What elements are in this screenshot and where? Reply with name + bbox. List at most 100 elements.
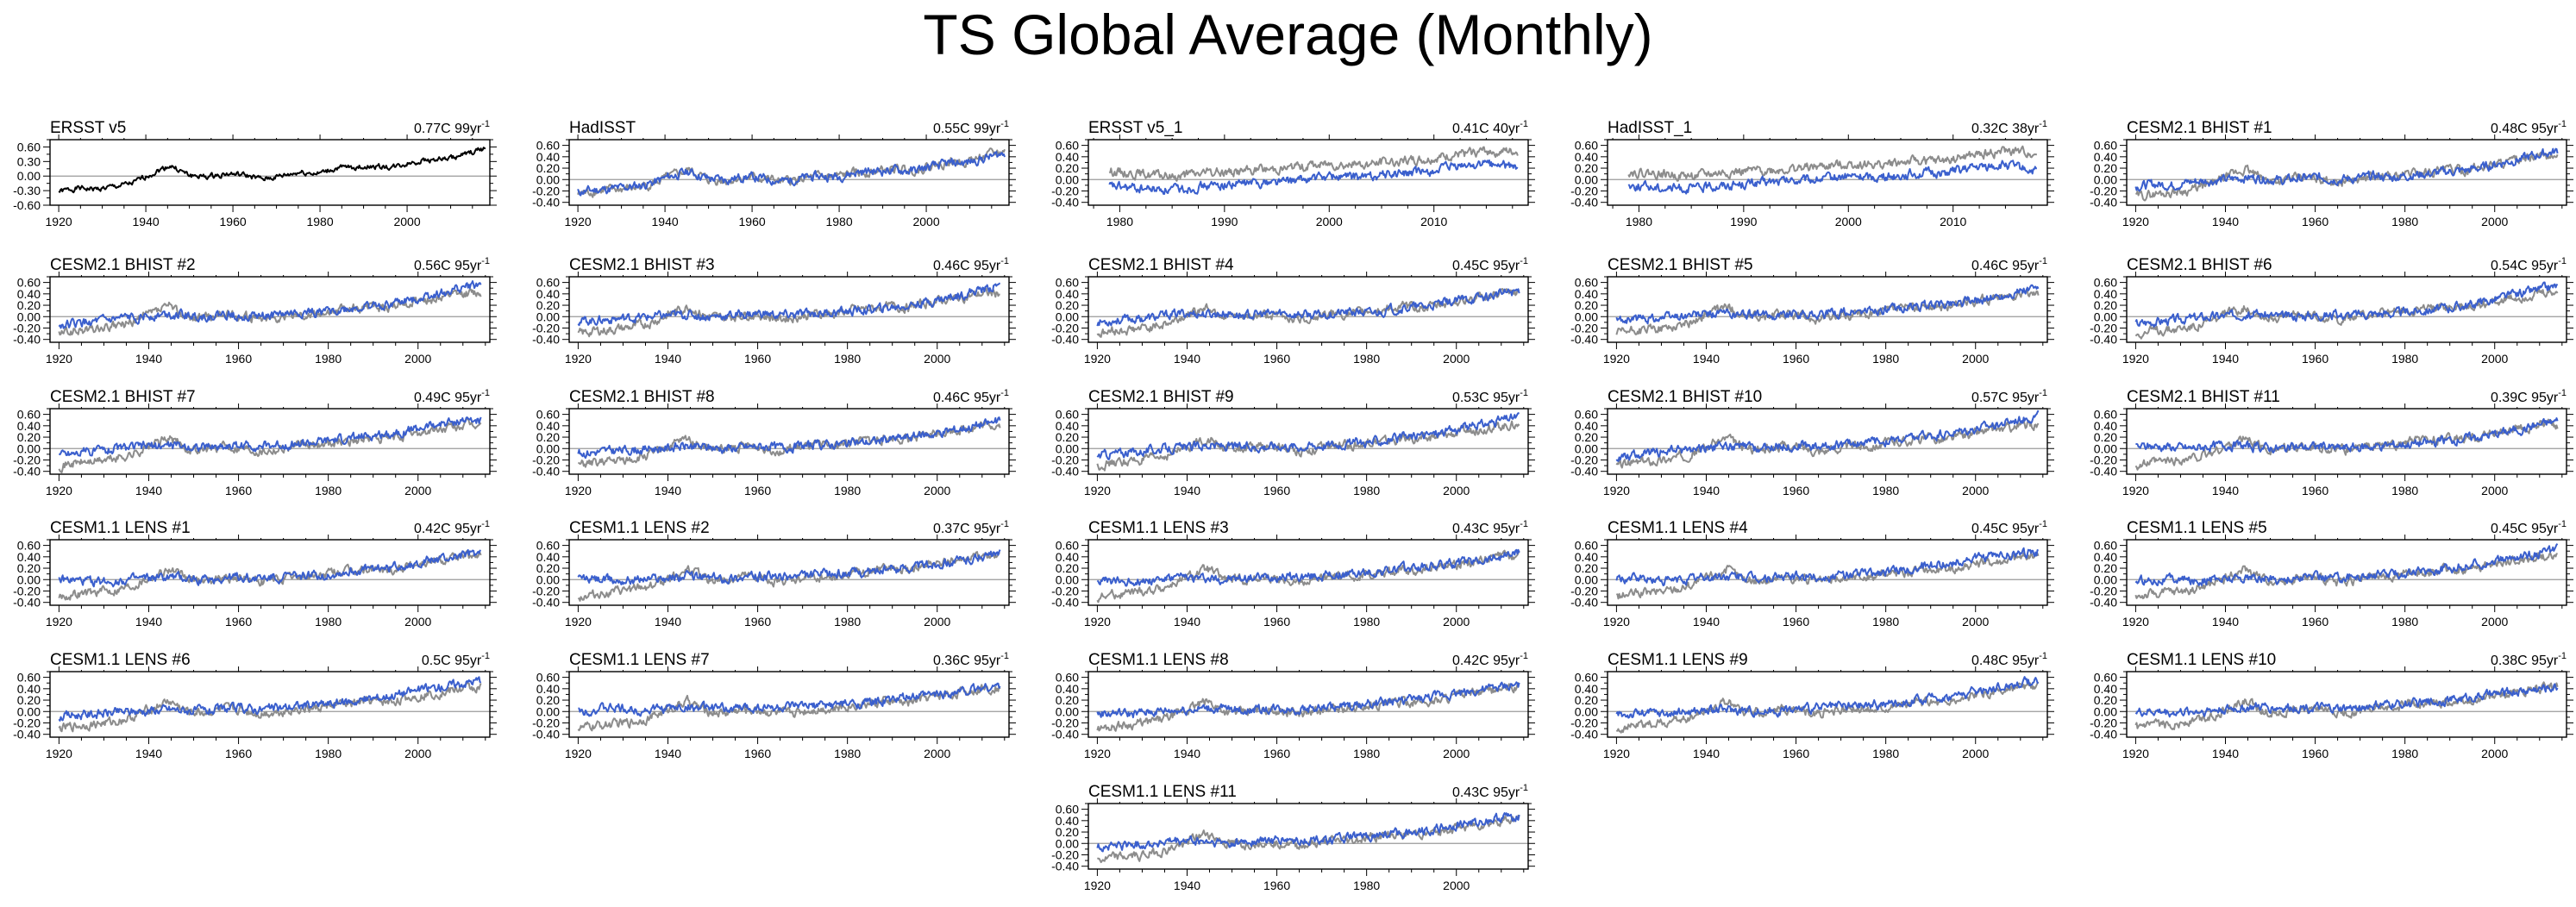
x-tick-label: 2000: [2481, 484, 2508, 497]
trend-exponent: -1: [1520, 256, 1528, 266]
x-tick-label: 1920: [2122, 615, 2149, 629]
series-line-model: [58, 548, 481, 588]
panel-title: CESM1.1 LENS #8: [1088, 651, 1229, 669]
y-tick-label: 0.60: [536, 671, 560, 685]
y-tick-label: 0.60: [2094, 139, 2117, 153]
y-tick-label: -0.20: [1051, 584, 1079, 597]
chart-panel: ERSST v5 0.77C 99yr-1 -0.60 -0.30 0.00 0.30 0.…: [0, 110, 509, 240]
x-tick-label: 1960: [744, 747, 771, 760]
x-tick-label: 1960: [225, 352, 252, 366]
trend-exponent: -1: [481, 256, 490, 266]
trend-label: 0.46C 95yr-1: [933, 388, 1009, 405]
y-tick-label: 0.60: [536, 539, 560, 553]
x-tick-label: 1960: [2302, 615, 2328, 629]
series-line-reference: [1615, 419, 2040, 469]
x-tick-label: 1960: [1263, 747, 1290, 760]
chart-svg: CESM1.1 LENS #10 0.38C 95yr-1-0.40-0.200.…: [2090, 651, 2573, 760]
y-tick-label: 0.20: [1056, 161, 1079, 175]
x-tick-label: 1940: [655, 615, 681, 629]
y-tick-label: -0.40: [1570, 596, 1598, 610]
trend-value: 0.46C 95yr: [1971, 259, 2040, 273]
trend-exponent: -1: [1000, 651, 1009, 661]
y-tick-label: 0.20: [1575, 298, 1598, 312]
y-tick-label: 0.00: [1056, 572, 1079, 586]
chart-panel: CESM1.1 LENS #7 0.36C 95yr-1 -0.40 -0.20 0.0…: [519, 642, 1028, 772]
chart-panel: CESM2.1 BHIST #5 0.46C 95yr-1 -0.40 -0.20 0.…: [1558, 247, 2066, 377]
chart-panel: CESM2.1 BHIST #7 0.49C 95yr-1 -0.40 -0.20 0.…: [0, 379, 509, 509]
x-tick-label: 1920: [1603, 747, 1630, 760]
chart-svg: CESM1.1 LENS #6 0.5C 95yr-1 -0.40-0.200.00…: [13, 651, 497, 760]
y-tick-label: -0.40: [532, 196, 560, 210]
plot-frame: [568, 408, 1010, 475]
y-tick-label: 0.40: [536, 682, 560, 696]
y-tick-label: 0.00: [1056, 704, 1079, 718]
y-tick-label: -0.40: [1570, 333, 1598, 347]
panel-title: CESM1.1 LENS #11: [1088, 783, 1237, 801]
trend-exponent: -1: [1000, 119, 1009, 129]
y-tick-label: 0.00: [1575, 704, 1598, 718]
x-tick-label: 2000: [924, 352, 950, 366]
x-tick-label: 1940: [1693, 352, 1720, 366]
x-tick-label: 1940: [652, 215, 679, 228]
x-tick-label: 1960: [225, 747, 252, 760]
trend-value: 0.42C 95yr: [1452, 654, 1520, 668]
panel-title: CESM1.1 LENS #6: [50, 651, 191, 669]
plot-frame: [1607, 408, 2048, 475]
plot-frame: [2126, 671, 2567, 738]
series-line-model: [1096, 412, 1520, 460]
trend-value: 0.37C 95yr: [933, 522, 1001, 536]
trend-value: 0.45C 95yr: [2491, 522, 2559, 536]
series-line-model: [1096, 288, 1520, 327]
chart-svg: ERSST v5_1 0.41C 40yr-1 -0.40-0.200.000.20…: [1051, 119, 1535, 228]
series-line-model: [1615, 284, 2040, 325]
series-line-model: [1627, 160, 2037, 195]
panel-title: CESM2.1 BHIST #10: [1608, 388, 1762, 406]
trend-label: 0.42C 95yr-1: [414, 519, 490, 536]
trend-label: 0.56C 95yr-1: [414, 256, 490, 273]
trend-exponent: -1: [1000, 388, 1009, 398]
chart-panel: CESM2.1 BHIST #4 0.45C 95yr-1 -0.40 -0.20 0.…: [1038, 247, 1547, 377]
y-tick-label: 0.40: [536, 550, 560, 564]
x-tick-label: 2000: [1443, 615, 1470, 629]
chart-panel: CESM1.1 LENS #4 0.45C 95yr-1 -0.40 -0.20 0.0…: [1558, 510, 2066, 640]
y-tick-label: -0.40: [13, 728, 41, 741]
x-tick-label: 1940: [1174, 484, 1200, 497]
trend-label: 0.41C 40yr-1: [1452, 119, 1528, 136]
plot-frame: [2126, 539, 2567, 606]
series-line-reference: [577, 147, 1006, 198]
panel-title: ERSST v5_1: [1088, 119, 1182, 137]
y-tick-label: 0.20: [1056, 693, 1079, 707]
plot-frame: [49, 408, 491, 475]
trend-value: 0.45C 95yr: [1452, 259, 1520, 273]
x-tick-label: 1980: [306, 215, 333, 228]
x-tick-label: 1940: [2212, 615, 2239, 629]
x-tick-label: 1980: [315, 747, 342, 760]
chart-panel: CESM1.1 LENS #2 0.37C 95yr-1 -0.40 -0.20 0.0…: [519, 510, 1028, 640]
series-line-reference: [577, 287, 1000, 338]
y-tick-label: -0.20: [1570, 584, 1598, 597]
chart-panel: CESM1.1 LENS #5 0.45C 95yr-1 -0.40 -0.20 0.0…: [2077, 510, 2576, 640]
y-tick-label: -0.40: [532, 465, 560, 479]
plot-frame: [1087, 671, 1529, 738]
y-tick-label: -0.20: [2090, 453, 2117, 466]
plot-frame: [2126, 139, 2567, 206]
plot-frame: [2126, 408, 2567, 475]
y-tick-label: -0.40: [1051, 728, 1079, 741]
series-line-reference: [1615, 288, 2040, 335]
x-tick-label: 1980: [2391, 215, 2418, 228]
x-tick-label: 1960: [1783, 352, 1809, 366]
y-tick-label: 0.20: [2094, 161, 2117, 175]
x-tick-label: 1960: [744, 352, 771, 366]
y-tick-label: 0.60: [17, 408, 41, 422]
plot-frame: [1607, 671, 2048, 738]
y-tick-label: -0.40: [2090, 333, 2117, 347]
chart-svg: CESM1.1 LENS #4 0.45C 95yr-1 -0.40-0.200.0…: [1570, 519, 2054, 629]
x-tick-label: 1980: [834, 484, 861, 497]
x-tick-label: 1940: [2212, 484, 2239, 497]
y-tick-label: -0.20: [2090, 184, 2117, 197]
trend-value: 0.57C 95yr: [1971, 391, 2040, 405]
y-tick-label: 0.40: [1056, 150, 1079, 164]
y-tick-label: -0.20: [1570, 184, 1598, 197]
series-line-reference: [58, 417, 482, 473]
trend-value: 0.39C 95yr: [2491, 391, 2559, 405]
